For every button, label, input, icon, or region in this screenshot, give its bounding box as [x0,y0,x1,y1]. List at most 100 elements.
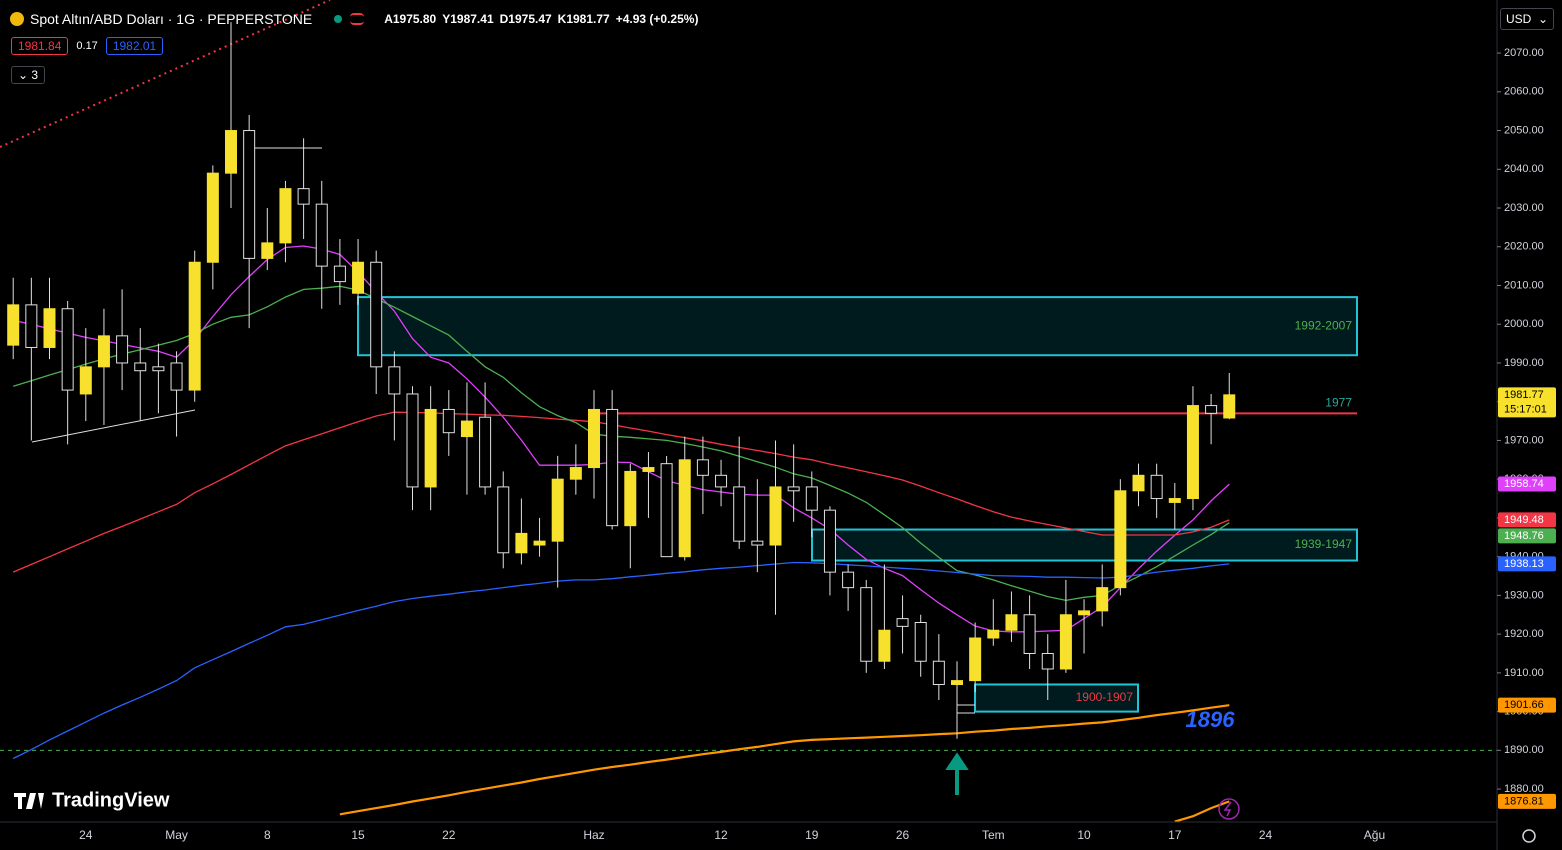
x-tick-label: 15 [351,828,365,842]
price-badge [1498,556,1556,572]
indicators-toggle[interactable]: ⌄ 3 [11,66,46,84]
x-tick-label: Haz [583,828,604,842]
x-tick-label: 19 [805,828,819,842]
candle-body [206,172,219,263]
candle-body [787,486,800,492]
ohlc-close: K1981.77 [557,12,610,26]
settings-icon[interactable] [1522,829,1536,843]
price-badge-label: 1981.77 [1504,389,1544,401]
symbol-icon [10,12,24,26]
indicators-row: ⌄ 3 [11,66,46,84]
candle-body [569,467,582,480]
y-tick-label: 2060.00 [1504,86,1544,98]
y-tick-label: 2010.00 [1504,279,1544,291]
zone-label: 1900-1907 [1076,690,1134,704]
candle-body [751,540,764,546]
symbol-title[interactable]: Spot Altın/ABD Doları · 1G · PEPPERSTONE [30,11,313,27]
candle-body [951,680,963,685]
candle-body [1059,614,1072,670]
ma-line [13,285,1230,602]
zone-label: 1939-1947 [1295,537,1353,551]
candle-body [660,463,673,558]
candle-body [116,335,129,364]
y-tick-label: 1920.00 [1504,628,1544,640]
y-tick-label: 1880.00 [1504,783,1544,795]
candle-body [1150,474,1163,500]
candle-body [533,540,546,546]
ma-line [12,561,1230,760]
x-tick-label: 12 [714,828,728,842]
candle-body [152,366,165,372]
x-tick-label: 10 [1077,828,1091,842]
zone [974,683,1139,713]
candle-body [606,408,619,527]
price-badge [1498,528,1556,544]
candle-body [134,362,147,372]
candle-body [442,408,455,434]
candle-body [969,637,982,682]
x-tick-label: Tem [982,828,1005,842]
candle-body [225,130,237,174]
candle-body [805,486,818,511]
candle-body [43,308,56,348]
alert-icon[interactable] [1218,798,1240,820]
candle-body [61,308,74,391]
price-badge-label: 1948.76 [1504,530,1544,542]
price-badge-label: 1876.81 [1504,795,1544,807]
candle-body [1223,394,1236,419]
legend-row: Spot Altın/ABD Doları · 1G · PEPPERSTONE… [10,9,698,29]
price-badge [1498,697,1556,713]
candle-body [79,366,92,395]
ma-line [339,704,1230,816]
candle-body [1132,474,1145,492]
candle-body [170,362,183,391]
bar-countdown: 15:17:01 [1504,403,1547,415]
y-tick-label: 2020.00 [1504,241,1544,253]
candle-body [1205,405,1218,414]
candle-body [1096,587,1109,612]
x-tick-label: 22 [442,828,456,842]
ohlc-change: +4.93 (+0.25%) [615,12,699,26]
x-tick-label: 17 [1168,828,1182,842]
price-badges: 1981.77 15:17:01 1958.74 1949.48 1948.76 1938… [1498,387,1556,809]
ohlc-high: Y1987.41 [442,12,494,26]
candle-body [914,622,927,662]
zone [357,296,1358,357]
trade-row: 1981.84 0.17 1982.01 [11,37,164,55]
candle-body [1078,610,1091,616]
candle-body [297,188,310,205]
candle-body [1005,614,1018,631]
price-badge-label: 1949.48 [1504,514,1544,526]
spread: 0.17 [76,40,98,52]
candle-body [406,393,419,488]
candle-body [1041,652,1054,670]
y-tick-label: 2040.00 [1504,163,1544,175]
watermark: TradingView [14,789,170,811]
candle-body [7,304,20,346]
price-badge-label: 1958.74 [1504,478,1544,490]
zones-layer: 1992-2007 1939-1947 1900-1907 1977 [0,296,1497,751]
trend-line [0,0,331,148]
x-tick-label: 26 [896,828,910,842]
currency-select[interactable]: USD ⌄ [1500,8,1554,30]
candle-body [678,459,691,558]
candle-body [1114,490,1127,589]
candle-body [1168,498,1181,503]
ohlc-open: A1975.80 [384,12,437,26]
ma-line [12,411,1230,573]
zone [811,528,1358,562]
drawings [0,0,975,714]
indicators-count: 3 [31,68,39,82]
level-label: 1977 [1325,395,1352,409]
y-tick-label: 2000.00 [1504,318,1544,330]
x-tick-label: 24 [1259,828,1273,842]
candle-body [424,408,437,488]
candle-body [551,478,564,542]
candle-body [97,335,110,368]
buy-price[interactable]: 1982.01 [105,37,164,55]
candle-body [370,261,383,368]
candle-body [896,618,909,627]
sell-price[interactable]: 1981.84 [11,37,69,55]
